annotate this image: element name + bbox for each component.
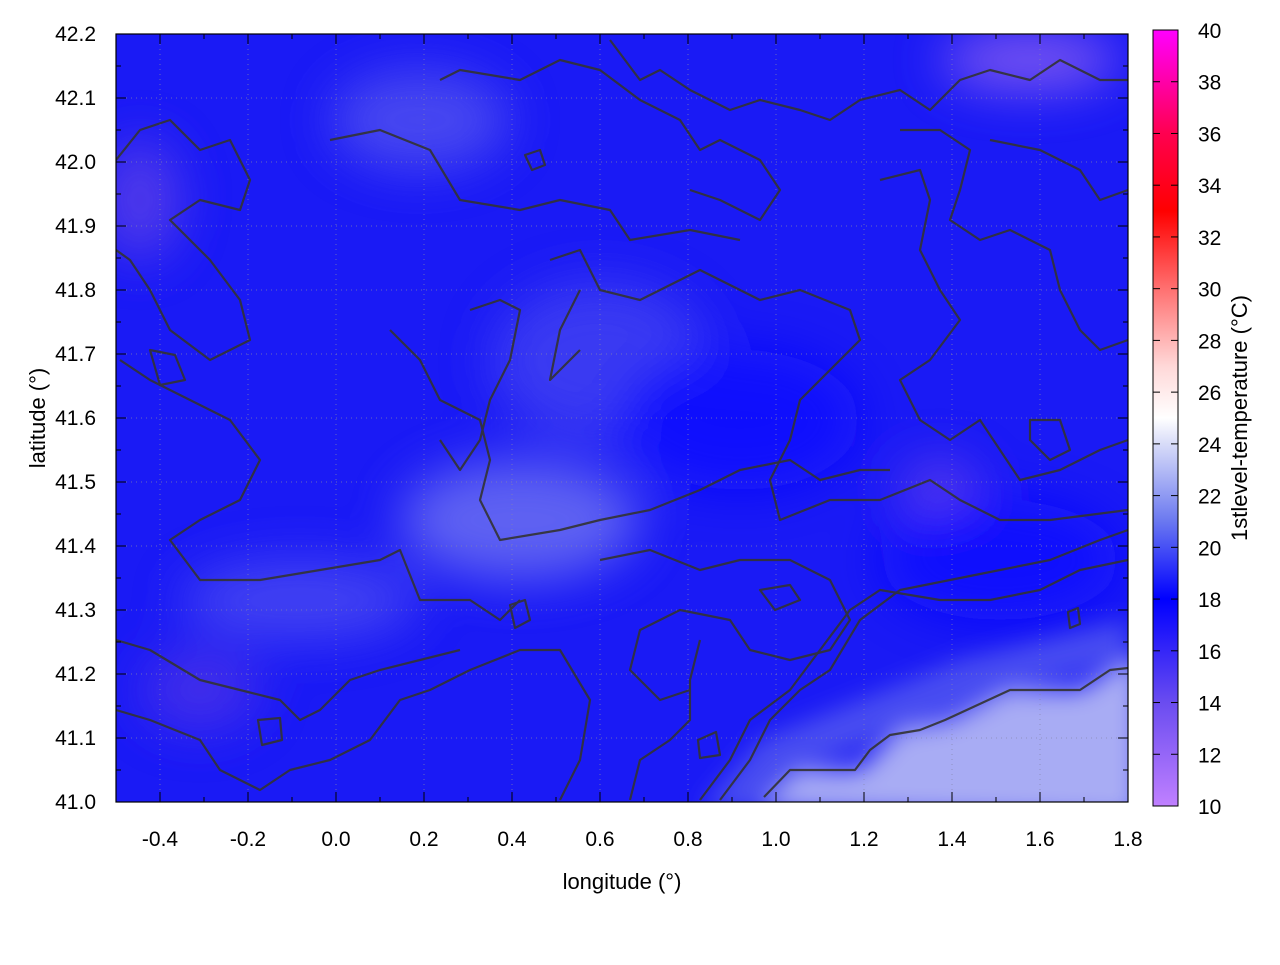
contour-line [548,289,581,382]
x-tick-label: 0.8 [673,828,702,851]
contour-line [508,598,532,630]
y-axis-label: latitude (°) [25,368,50,469]
x-tick-label: -0.2 [230,828,266,851]
y-tick-label: 41.4 [55,535,96,558]
contour-lines [116,39,1128,801]
colorbar-tick-label: 28 [1198,330,1221,353]
contour-line [148,348,187,387]
colorbar-tick-label: 30 [1198,279,1221,302]
sea-area-transition [706,620,1128,802]
grid-lines [116,33,1129,803]
y-tick-label: 41.7 [55,343,96,366]
colorbar-label: 1stlevel-temperature (°C) [1227,295,1252,541]
x-axis-label: longitude (°) [563,869,682,894]
y-tick-label: 41.6 [55,407,96,430]
colorbar-tick-label: 38 [1198,72,1221,95]
contour-line [549,248,1128,522]
x-tick-label: 1.0 [761,828,790,851]
y-tick-label: 41.3 [55,599,96,622]
warm-patch [400,460,640,580]
contour-line [763,666,1128,798]
contour-line [628,639,702,801]
cool-patch [940,34,1120,90]
contour-line [523,148,547,172]
y-tick-label: 41.5 [55,471,96,494]
sea-area [768,660,1128,802]
dark-patch [880,500,1120,620]
y-tick-label: 41.0 [55,791,96,814]
colorbar-tick-label: 14 [1198,693,1222,716]
y-tick-label: 41.8 [55,279,96,302]
contour-line [119,359,521,622]
colorbar-tick-label: 16 [1198,641,1221,664]
contour-line [116,118,252,362]
y-tick-label: 41.1 [55,727,96,750]
warm-patch [330,70,510,170]
contour-line [329,128,741,242]
colorbar-tick-label: 10 [1198,796,1221,819]
colorbar-tick-label: 34 [1198,175,1222,198]
contour-line [699,558,1128,801]
contour-line [719,528,1128,801]
colorbar-tick-label: 20 [1198,537,1221,560]
contour-line [989,138,1128,202]
contour-line [1028,418,1072,462]
contour-line [609,39,1128,122]
x-tick-label: -0.4 [142,828,179,851]
colorbar-ticks: 10 12 14 16 18 20 22 24 26 28 30 32 34 36 38 40 [1153,20,1222,819]
colorbar-tick-label: 36 [1198,123,1221,146]
contour-line [1066,606,1082,630]
contour-line [116,638,461,722]
x-tick-label: 1.2 [849,828,878,851]
contour-line [900,128,1128,352]
contour-line [256,716,284,747]
colorbar-tick-label: 32 [1198,227,1221,250]
cool-patch [140,650,260,730]
y-axis-ticks: 41.0 41.1 41.2 41.3 41.4 41.5 41.6 41.7 41.8 41.9… [55,23,1128,814]
dark-patch [620,350,860,490]
x-tick-label: 0.4 [497,828,527,851]
x-tick-label: 1.6 [1025,828,1054,851]
warm-patch [180,560,420,640]
y-tick-label: 41.9 [55,215,96,238]
contour-line [599,548,852,702]
x-tick-label: 0.0 [321,828,350,851]
cool-patch [116,140,180,260]
colorbar-tick-label: 40 [1198,20,1221,43]
y-tick-label: 41.2 [55,663,96,686]
contour-line [758,583,802,612]
x-tick-label: 0.2 [409,828,438,851]
x-tick-label: 1.8 [1113,828,1142,851]
y-tick-label: 42.1 [55,87,96,110]
x-tick-label: 1.4 [937,828,967,851]
colorbar-tick-label: 24 [1198,434,1222,457]
contour-line [439,298,522,472]
x-axis-ticks: -0.4 -0.2 0.0 0.2 0.4 0.6 0.8 1.0 1.2 1.4 1.6 1.8 [115,34,1143,851]
contour-line [879,168,1128,482]
colorbar-tick-label: 22 [1198,486,1221,509]
colorbar [1152,29,1179,807]
colorbar-tick-label: 18 [1198,589,1221,612]
contour-line [389,329,890,542]
contour-line [116,648,592,801]
contour-line [439,58,782,222]
colorbar-tick-label: 12 [1198,744,1221,767]
x-tick-label: 0.6 [585,828,614,851]
y-tick-label: 42.0 [55,151,96,174]
contour-line [696,730,722,760]
colorbar-tick-label: 26 [1198,382,1221,405]
y-tick-label: 42.2 [55,23,96,46]
